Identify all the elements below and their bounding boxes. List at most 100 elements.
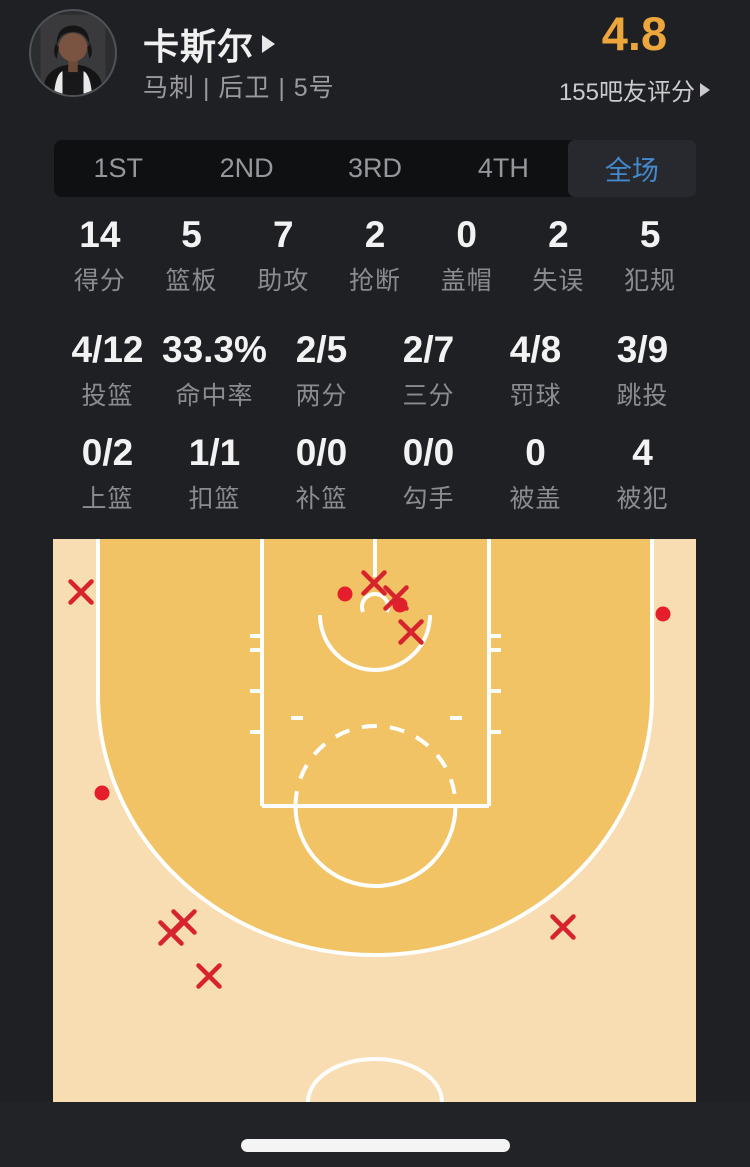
stat-blocked: 0 被盖 xyxy=(482,431,589,514)
stat-hook: 0/0 勾手 xyxy=(375,431,482,514)
stat-value: 5 xyxy=(181,214,202,255)
stat-value: 1/1 xyxy=(188,432,241,473)
missed-shot-x xyxy=(196,963,222,989)
stat-value: 0/0 xyxy=(295,432,348,473)
three-point-line xyxy=(96,539,654,957)
stat-ft: 4/8 罚球 xyxy=(482,328,589,411)
stat-fouled: 4 被犯 xyxy=(589,431,696,514)
stat-putback: 0/0 补篮 xyxy=(268,431,375,514)
tab-2nd[interactable]: 2ND xyxy=(219,153,274,183)
stat-value: 0/2 xyxy=(81,432,134,473)
missed-shot-x xyxy=(361,570,387,596)
made-shot-dot xyxy=(655,606,671,622)
missed-shot-markers xyxy=(68,570,576,989)
stat-label: 命中率 xyxy=(175,382,254,410)
stat-rebounds: 5 篮板 xyxy=(146,213,238,296)
stat-value: 33.3% xyxy=(162,329,267,370)
stat-value: 2/7 xyxy=(402,329,455,370)
tab-4th[interactable]: 4TH xyxy=(477,153,529,183)
stat-fg: 4/12 投篮 xyxy=(54,328,161,411)
stat-label: 补篮 xyxy=(295,485,348,513)
missed-shot-x xyxy=(383,585,409,611)
player-name-row[interactable]: 卡斯尔 xyxy=(143,18,276,70)
stat-fouls: 5 犯规 xyxy=(604,213,696,296)
bottom-bar xyxy=(0,1102,750,1167)
stat-value: 4/8 xyxy=(509,329,562,370)
stat-blocks: 0 盖帽 xyxy=(421,213,513,296)
missed-shot-x xyxy=(398,619,424,645)
player-avatar[interactable] xyxy=(29,9,117,97)
home-indicator[interactable] xyxy=(241,1139,510,1152)
stat-value: 2 xyxy=(364,214,386,255)
stat-value: 0/0 xyxy=(402,432,455,473)
stat-label: 罚球 xyxy=(509,382,562,410)
stat-value: 0 xyxy=(525,432,546,473)
stat-label: 勾手 xyxy=(402,485,455,513)
missed-shot-x xyxy=(68,579,94,605)
stat-label: 失误 xyxy=(532,267,585,295)
stat-value: 4/12 xyxy=(71,329,144,370)
stat-assists: 7 助攻 xyxy=(237,213,329,296)
made-shot-dot xyxy=(94,785,110,801)
chevron-right-icon xyxy=(262,35,276,53)
free-throw-circle-dashed xyxy=(293,724,458,807)
player-photo xyxy=(40,14,106,95)
stat-label: 扣篮 xyxy=(188,485,241,513)
tab-3rd[interactable]: 3RD xyxy=(348,153,403,183)
stat-label: 犯规 xyxy=(624,267,677,295)
player-name: 卡斯尔 xyxy=(143,26,255,67)
stat-label: 上篮 xyxy=(81,485,134,513)
restricted-area-arc xyxy=(318,614,432,672)
stat-value: 14 xyxy=(79,214,121,255)
stat-label: 得分 xyxy=(73,267,126,295)
stat-fg-pct: 33.3% 命中率 xyxy=(161,328,268,411)
chevron-right-icon xyxy=(700,82,710,97)
tab-1st[interactable]: 1ST xyxy=(93,153,143,183)
player-header: 卡斯尔 马刺 | 后卫 | 5号 4.8 155吧友评分 xyxy=(0,0,750,125)
stats-row-basic: 14 得分 5 篮板 7 助攻 2 抢断 0 盖帽 2 失误 5 犯规 xyxy=(54,213,696,296)
free-throw-circle-solid xyxy=(293,805,458,888)
stat-label: 助攻 xyxy=(257,267,310,295)
stats-row-shooting: 4/12 投篮 33.3% 命中率 2/5 两分 2/7 三分 4/8 罚球 3… xyxy=(54,328,696,411)
stat-label: 被盖 xyxy=(509,485,562,513)
lane-hash-marks xyxy=(250,634,501,734)
stat-label: 两分 xyxy=(295,382,348,410)
half-court-arc xyxy=(306,1057,444,1102)
court-inside-arc-area xyxy=(98,539,652,955)
stat-dunk: 1/1 扣篮 xyxy=(161,431,268,514)
shot-chart-court xyxy=(53,539,696,1102)
stat-layup: 0/2 上篮 xyxy=(54,431,161,514)
stat-2pt: 2/5 两分 xyxy=(268,328,375,411)
stat-3pt: 2/7 三分 xyxy=(375,328,482,411)
rating-value: 4.8 xyxy=(601,7,668,60)
stat-value: 7 xyxy=(272,214,294,255)
stat-label: 篮板 xyxy=(165,267,218,295)
stat-label: 三分 xyxy=(402,382,455,410)
stat-value: 4 xyxy=(632,432,653,473)
stat-jumpshot: 3/9 跳投 xyxy=(589,328,696,411)
stat-label: 投篮 xyxy=(81,382,134,410)
stat-label: 盖帽 xyxy=(440,267,493,295)
missed-shot-x xyxy=(550,914,576,940)
player-team-info: 马刺 | 后卫 | 5号 xyxy=(143,74,335,102)
made-shot-dot xyxy=(337,586,353,602)
rating-caption: 155吧友评分 xyxy=(558,79,695,106)
stat-value: 2 xyxy=(548,214,569,255)
lane-lines xyxy=(260,539,491,808)
stat-value: 2/5 xyxy=(295,329,348,370)
tab-full-game[interactable]: 全场 xyxy=(567,140,697,197)
missed-shot-x xyxy=(158,920,184,946)
stats-row-detail: 0/2 上篮 1/1 扣篮 0/0 补篮 0/0 勾手 0 被盖 4 被犯 xyxy=(54,431,696,514)
stat-value: 5 xyxy=(639,214,661,255)
court-lines xyxy=(96,539,654,1102)
stat-label: 被犯 xyxy=(616,485,669,513)
quarter-tabbar: 1ST 2ND 3RD 4TH 全场 xyxy=(54,140,697,197)
stat-turnovers: 2 失误 xyxy=(513,213,605,296)
stat-value: 3/9 xyxy=(616,329,669,370)
stat-label: 抢断 xyxy=(348,267,401,295)
stat-steals: 2 抢断 xyxy=(329,213,421,296)
stat-value: 0 xyxy=(456,214,477,255)
stat-label: 跳投 xyxy=(616,382,669,410)
rating-block[interactable]: 4.8 155吧友评分 xyxy=(559,6,710,107)
stat-points: 14 得分 xyxy=(54,213,146,296)
